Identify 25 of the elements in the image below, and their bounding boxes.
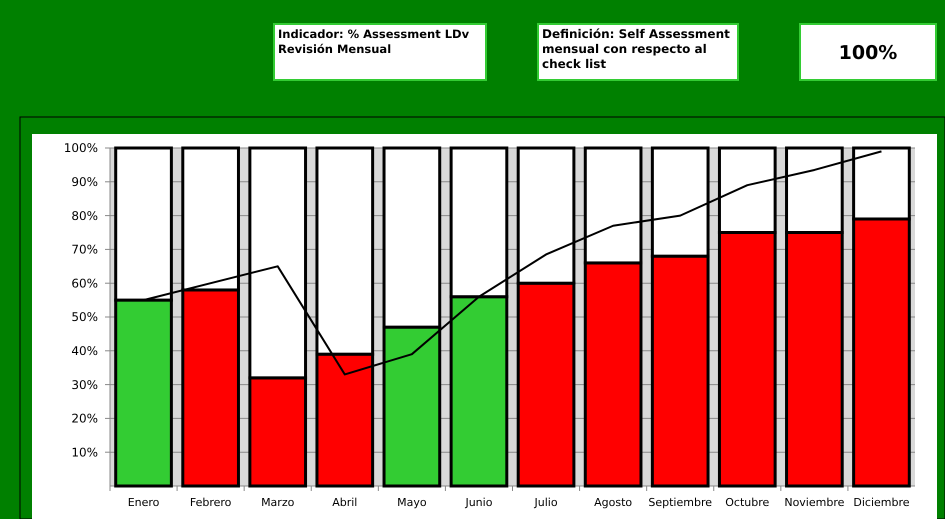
x-tick-label: Junio [464, 496, 493, 509]
x-tick-label: Marzo [261, 496, 295, 509]
y-tick-label: 10% [71, 445, 98, 460]
y-tick-label: 60% [71, 276, 98, 290]
y-tick-label: 100% [64, 141, 98, 156]
y-tick-label: 90% [71, 175, 98, 189]
x-tick-label: Julio [534, 496, 558, 509]
x-tick-label: Abril [332, 496, 358, 509]
x-tick-label: Septiembre [648, 496, 712, 509]
x-tick-label: Octubre [725, 496, 770, 509]
y-tick-label: 50% [71, 310, 98, 324]
text: Definición: Self Assessment mensual con respecto al check list [542, 27, 730, 71]
x-tick-label: Febrero [190, 496, 232, 509]
y-tick-label: 80% [71, 208, 98, 223]
x-tick-label: Agosto [594, 496, 632, 509]
y-tick-label: 70% [71, 242, 98, 257]
x-tick-label: Enero [128, 496, 160, 509]
y-tick-label: 30% [71, 378, 98, 392]
x-tick-label: Diciembre [853, 496, 910, 509]
x-tick-label: Mayo [397, 496, 427, 509]
text: Indicador: % Assessment LDv Revisión Mensual [278, 27, 470, 56]
y-tick-label: 40% [71, 344, 98, 358]
y-tick-label: 20% [71, 412, 98, 426]
text: 100% [838, 42, 898, 64]
x-tick-label: Noviembre [784, 496, 845, 509]
